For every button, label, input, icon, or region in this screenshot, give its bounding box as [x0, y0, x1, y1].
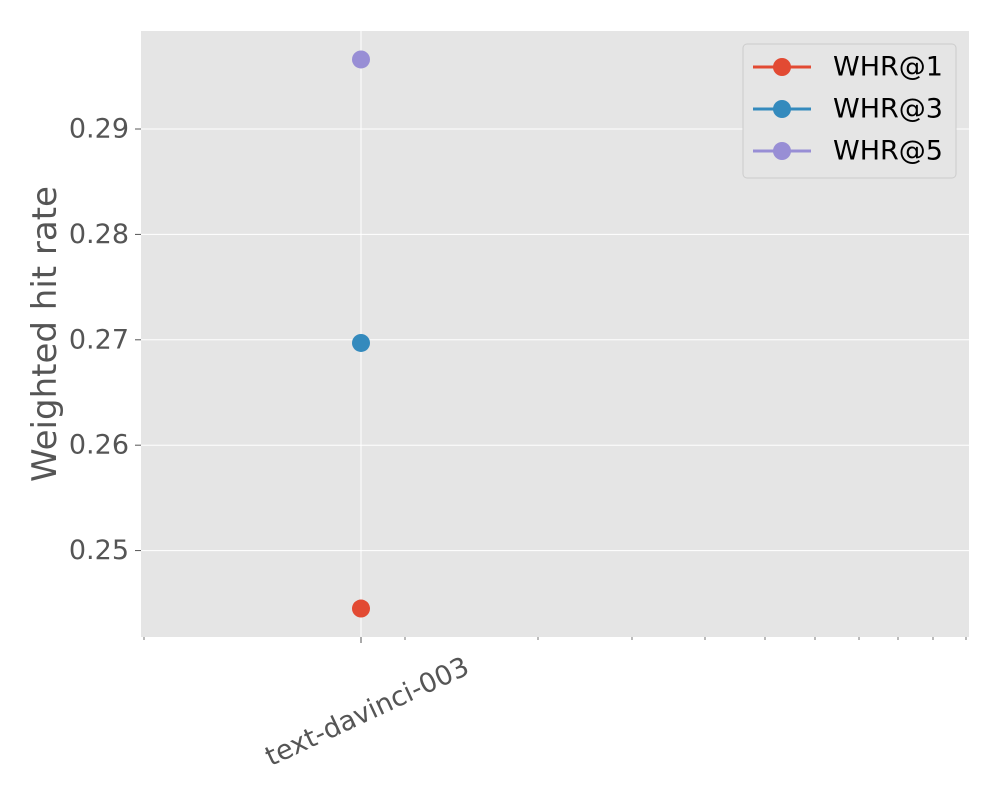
legend-marker — [773, 142, 791, 160]
y-axis-label: Weighted hit rate — [25, 186, 65, 482]
y-tick-label: 0.27 — [69, 324, 129, 355]
data-point-whr-at-5 — [352, 50, 370, 69]
x-tick-labels: text-davinci-003 — [261, 651, 474, 772]
y-tick-label: 0.26 — [69, 430, 129, 461]
data-point-whr-at-1 — [352, 599, 370, 618]
y-tick-label: 0.25 — [69, 535, 129, 566]
legend-marker — [773, 58, 791, 76]
x-tick-label: text-davinci-003 — [261, 651, 474, 772]
legend: WHR@1 WHR@3 WHR@5 — [742, 43, 957, 179]
legend-marker — [773, 100, 791, 118]
x-minor-ticks — [143, 637, 967, 640]
legend-label: WHR@1 — [833, 52, 943, 83]
legend-label: WHR@3 — [833, 94, 943, 125]
legend-label: WHR@5 — [833, 136, 943, 167]
data-points — [352, 50, 370, 618]
y-tick-labels: 0.25 0.26 0.27 0.28 0.29 — [69, 114, 129, 567]
data-point-whr-at-3 — [352, 333, 370, 352]
y-tick-label: 0.29 — [69, 114, 129, 145]
y-tick-label: 0.28 — [69, 219, 129, 250]
legend-box — [742, 43, 957, 179]
